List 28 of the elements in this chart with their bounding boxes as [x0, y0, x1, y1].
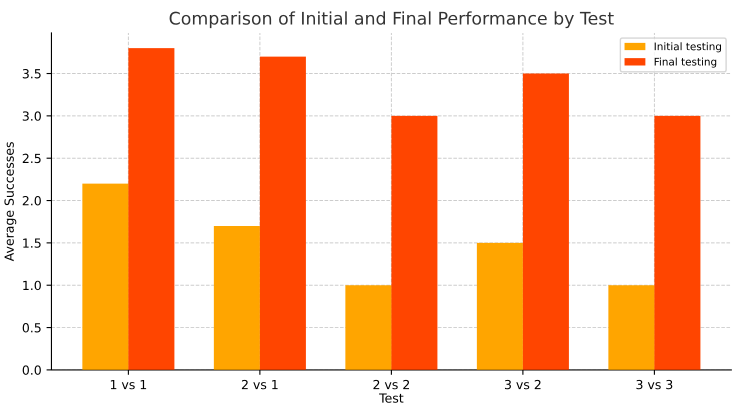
y-tick-label: 2.5: [22, 154, 41, 164]
bar: [476, 242, 523, 370]
y-tick-label: 3.5: [22, 68, 41, 78]
x-tick-label: 1 vs 1: [110, 380, 146, 390]
bar: [260, 56, 306, 370]
y-tick-label: 1.5: [23, 238, 41, 248]
bar: [608, 285, 654, 370]
legend-label: Final testing: [654, 58, 716, 68]
x-axis-title: Test: [379, 393, 404, 403]
bar: [654, 116, 700, 370]
bar: [391, 116, 438, 370]
bar: [214, 226, 260, 370]
bar: [82, 184, 128, 370]
bar: [345, 285, 392, 370]
x-tick-label: 3 vs 2: [504, 380, 541, 390]
legend-label: Initial testing: [654, 42, 722, 52]
bar: [128, 48, 174, 370]
y-tick-label: 1.0: [23, 280, 41, 290]
y-tick-label: 2.0: [22, 196, 41, 206]
x-tick-label: 3 vs 3: [636, 380, 672, 390]
chart-title: Comparison of Initial and Final Performance by Test: [170, 11, 614, 28]
y-axis-title: Average Successes: [4, 142, 16, 262]
y-tick-label: 0.0: [22, 365, 41, 375]
y-tick-label: 3.0: [22, 111, 41, 121]
x-tick-label: 2 vs 1: [242, 380, 278, 390]
bar: [522, 74, 569, 370]
x-tick-label: 2 vs 2: [373, 380, 410, 390]
y-tick-label: 0.5: [22, 323, 41, 332]
